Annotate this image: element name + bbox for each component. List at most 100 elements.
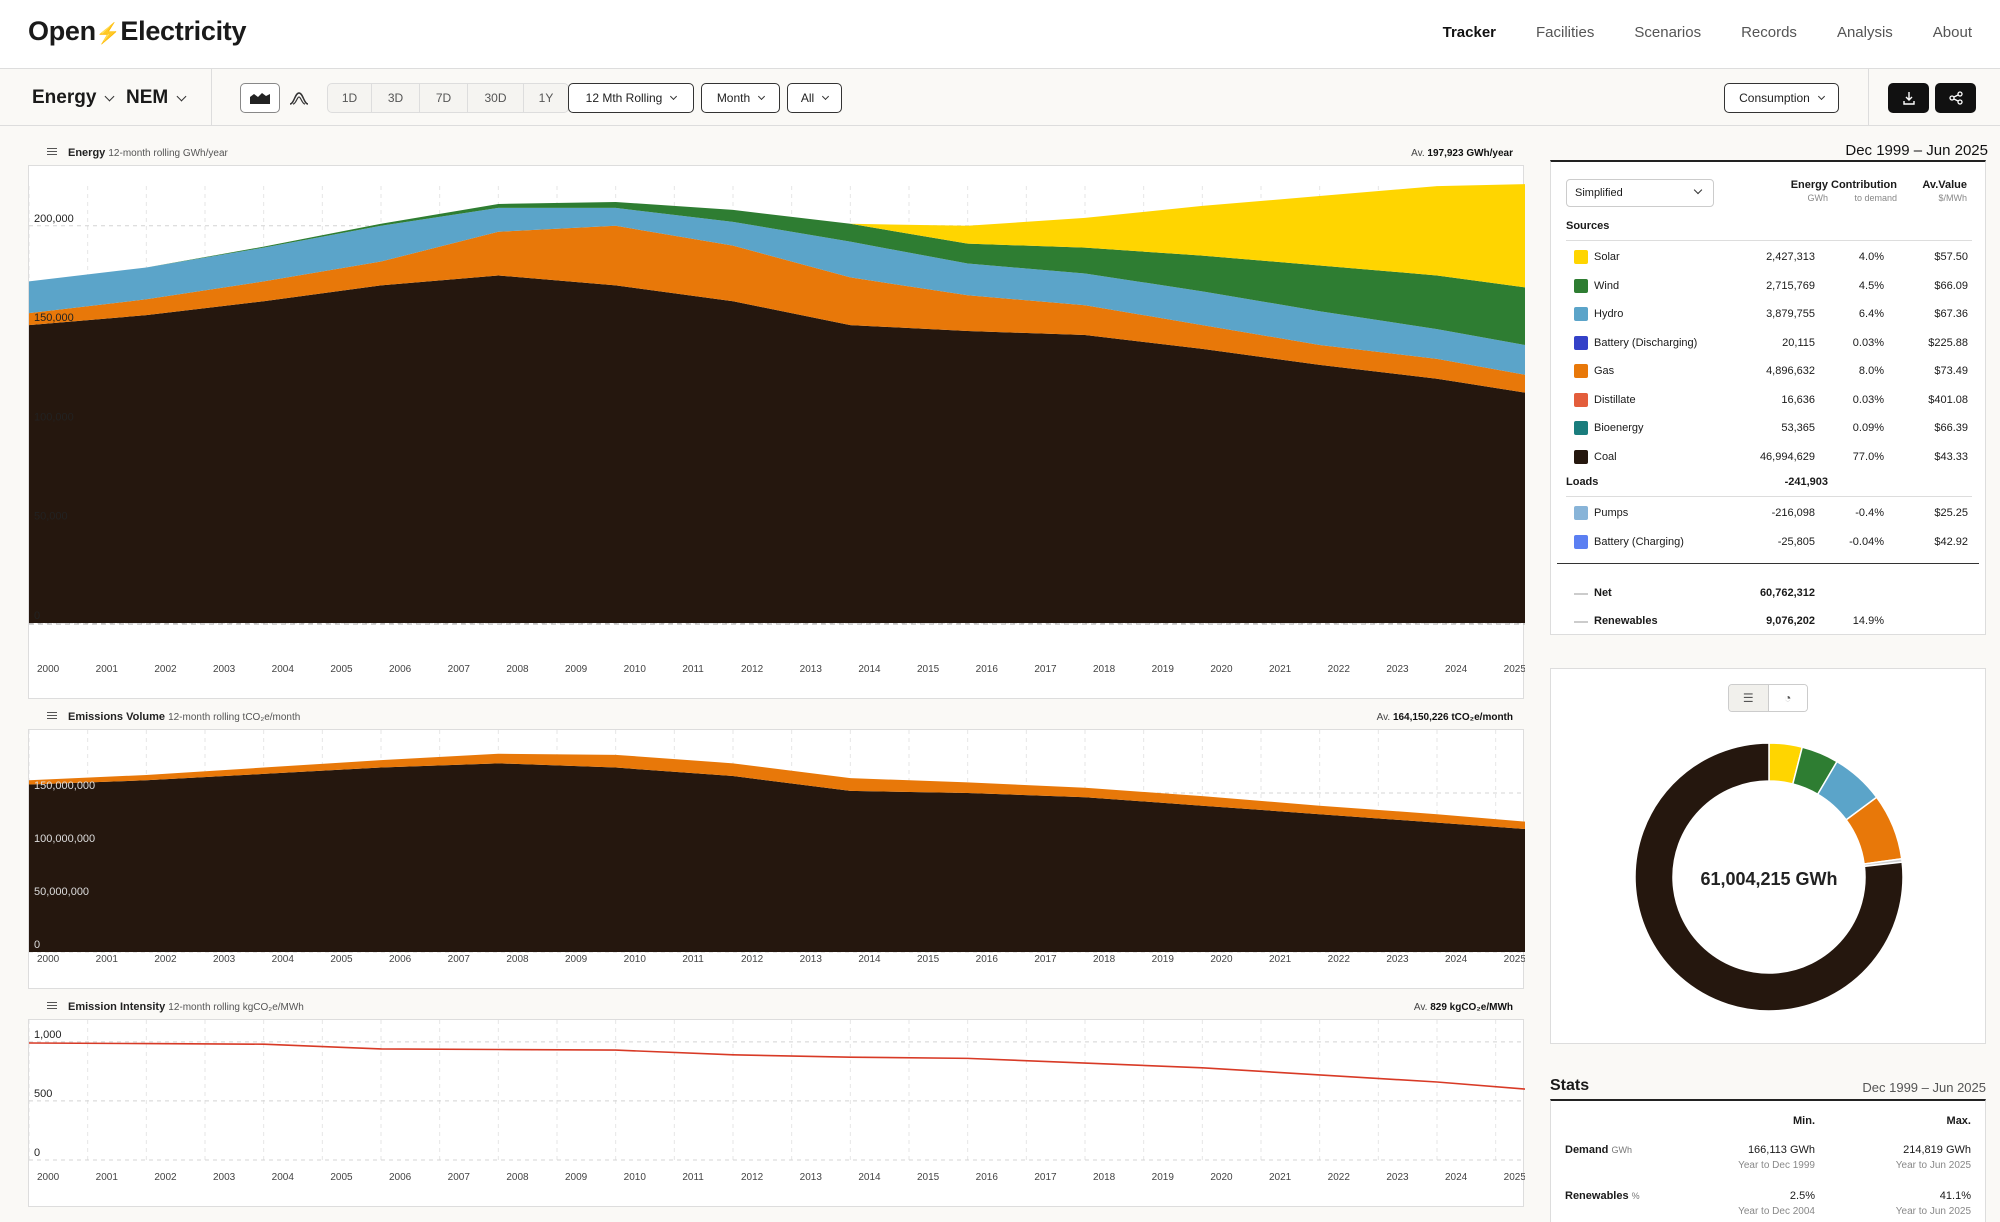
x-tick-label: 2011 — [682, 1172, 704, 1183]
loads-total: -241,903 — [1784, 476, 1828, 488]
stats-title: Stats — [1550, 1077, 1590, 1094]
color-swatch — [1574, 421, 1588, 435]
menu-icon[interactable] — [47, 1002, 57, 1009]
donut-view-button[interactable]: ◔ — [1767, 685, 1807, 711]
area-chart-button[interactable] — [240, 83, 280, 113]
source-row[interactable]: Bioenergy 53,365 0.09% $66.39 — [1566, 417, 1972, 439]
source-row[interactable]: Gas 4,896,632 8.0% $73.49 — [1566, 360, 1972, 382]
y-tick-label: 150,000 — [34, 312, 74, 324]
color-swatch — [1574, 307, 1588, 321]
sources-heading: Sources — [1566, 220, 1610, 232]
x-tick-label: 2009 — [565, 1172, 588, 1183]
source-row[interactable]: Solar 2,427,313 4.0% $57.50 — [1566, 246, 1972, 268]
x-tick-label: 2005 — [330, 954, 353, 965]
emissions-chart[interactable]: 150,000,000 100,000,000 50,000,000 0 2000 200… — [29, 730, 1525, 990]
x-tick-label: 2016 — [976, 1172, 999, 1183]
source-energy: 3,879,755 — [1766, 308, 1815, 320]
source-row[interactable]: Hydro 3,879,755 6.4% $67.36 — [1566, 303, 1972, 325]
source-row[interactable]: Wind 2,715,769 4.5% $66.09 — [1566, 275, 1972, 297]
donut-chart[interactable] — [1551, 669, 1987, 1045]
area-series-coal — [29, 763, 1525, 952]
x-tick-label: 2020 — [1210, 664, 1233, 675]
source-row[interactable]: Battery (Discharging) 20,115 0.03% $225.88 — [1566, 332, 1972, 354]
range-3d[interactable]: 3D — [372, 84, 420, 112]
y-tick-label: 0 — [34, 939, 40, 951]
download-button[interactable] — [1888, 83, 1929, 113]
x-tick-label: 2024 — [1445, 954, 1468, 965]
nav-analysis[interactable]: Analysis — [1836, 24, 1893, 41]
range-1d[interactable]: 1D — [328, 84, 372, 112]
energy-chart[interactable]: 200,000 150,000 100,000 50,000 0 2000 2001 2002… — [29, 166, 1525, 700]
intensity-chart-title: Emission Intensity 12-month rolling kgCO… — [68, 1001, 304, 1013]
x-tick-label: 2015 — [917, 954, 940, 965]
x-tick-label: 2012 — [741, 664, 764, 675]
x-tick-label: 2007 — [448, 664, 471, 675]
x-tick-label: 2007 — [448, 1172, 471, 1183]
line-chart-button[interactable] — [280, 83, 318, 113]
x-tick-label: 2003 — [213, 1172, 236, 1183]
metric-select[interactable]: Energy — [32, 87, 115, 109]
nav-scenarios[interactable]: Scenarios — [1634, 24, 1702, 41]
col-energy-unit: GWh — [1807, 193, 1828, 203]
load-energy: -25,805 — [1777, 535, 1815, 548]
col-contribution-unit: to demand — [1854, 193, 1897, 203]
x-tick-label: 2017 — [1034, 664, 1057, 675]
stats-min-header: Min. — [1793, 1115, 1815, 1127]
range-1y[interactable]: 1Y — [538, 91, 554, 105]
menu-icon[interactable] — [47, 148, 57, 155]
range-7d[interactable]: 7D — [420, 84, 468, 112]
period-select[interactable]: All — [787, 83, 842, 113]
source-contribution: 0.03% — [1852, 393, 1884, 406]
energy-average: Av. 197,923 GWh/year — [1411, 148, 1513, 159]
divider — [1566, 240, 1972, 241]
range-30d[interactable]: 30D — [468, 84, 524, 112]
nav-records[interactable]: Records — [1741, 24, 1797, 41]
load-row[interactable]: Pumps -216,098 -0.4% $25.25 — [1566, 502, 1972, 524]
x-tick-label: 2010 — [624, 954, 647, 965]
toolbar: Energy NEM 1D 3D 7D 30D 1Y 12 Mth Rollin… — [0, 69, 2000, 126]
view-toggle: ☰ ◔ — [1728, 684, 1808, 712]
list-view-button[interactable]: ☰ — [1729, 685, 1768, 711]
nav-tracker[interactable]: Tracker — [1442, 24, 1497, 41]
interval-select[interactable]: Month — [701, 83, 780, 113]
line-swatch — [1574, 621, 1588, 623]
color-swatch — [1574, 335, 1588, 350]
x-tick-label: 2010 — [624, 664, 647, 675]
y-tick-label: 200,000 — [34, 213, 74, 225]
region-select[interactable]: NEM — [126, 87, 187, 109]
source-name: Distillate — [1594, 393, 1636, 406]
net-value: 60,762,312 — [1759, 587, 1815, 599]
nav-facilities[interactable]: Facilities — [1536, 24, 1595, 41]
logo[interactable]: Open⚡Electricity — [28, 16, 247, 47]
mode-select[interactable]: Simplified — [1566, 179, 1714, 207]
menu-icon[interactable] — [47, 712, 57, 719]
source-contribution: 0.03% — [1852, 336, 1884, 349]
x-tick-label: 2002 — [154, 664, 177, 675]
donut-total: 61,004,215 GWh — [1700, 869, 1838, 889]
source-row[interactable]: Distillate 16,636 0.03% $401.08 — [1566, 389, 1972, 411]
share-button[interactable] — [1935, 83, 1976, 113]
emissions-chart-panel: 150,000,000 100,000,000 50,000,000 0 2000 200… — [28, 729, 1525, 990]
view-select[interactable]: Consumption — [1724, 83, 1839, 113]
x-tick-label: 2011 — [682, 954, 704, 965]
source-row[interactable]: Coal 46,994,629 77.0% $43.33 — [1566, 446, 1972, 468]
x-tick-label: 2010 — [624, 1172, 647, 1183]
chevron-down-icon — [176, 91, 187, 101]
x-tick-label: 2001 — [96, 1172, 119, 1183]
x-tick-label: 2013 — [800, 1172, 823, 1183]
emissions-title: Emissions Volume — [68, 711, 165, 723]
load-row[interactable]: Battery (Charging) -25,805 -0.04% $42.92 — [1566, 531, 1972, 553]
divider — [1566, 496, 1972, 497]
chevron-down-icon — [104, 91, 115, 101]
rolling-select[interactable]: 12 Mth Rolling — [568, 83, 694, 113]
col-energy-label: Energy — [1790, 179, 1828, 191]
nav-about[interactable]: About — [1932, 24, 1972, 41]
summary-table: Simplified Energy GWh Contribution to de… — [1550, 160, 1986, 635]
energy-chart-title: Energy 12-month rolling GWh/year — [68, 147, 228, 159]
renewables-stat-label: Renewables — [1565, 1190, 1629, 1202]
x-tick-label: 2025 — [1504, 664, 1525, 675]
intensity-chart[interactable]: 1,000 500 0 2000 2001 2002 2003 2004 2005 2006 200… — [29, 1020, 1525, 1208]
x-tick-label: 2014 — [858, 1172, 881, 1183]
intensity-title: Emission Intensity — [68, 1001, 166, 1013]
x-tick-label: 2023 — [1386, 664, 1409, 675]
